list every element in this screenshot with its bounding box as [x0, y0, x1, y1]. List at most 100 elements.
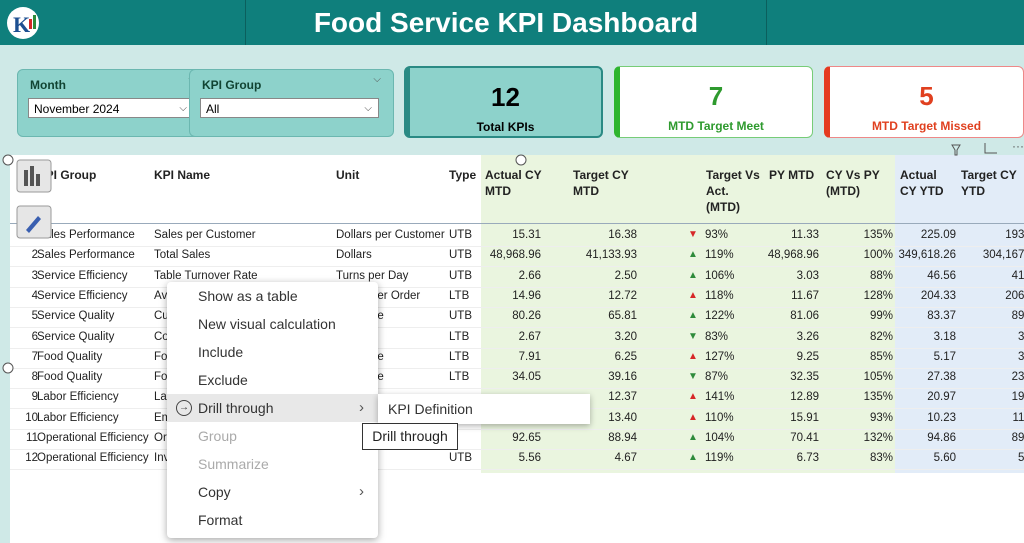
- header-rule: [10, 223, 1024, 224]
- menu-item[interactable]: Show as a table: [167, 282, 378, 310]
- row-rule: [10, 469, 1024, 471]
- table-cell: UTB: [449, 249, 472, 262]
- table-cell: 11.33: [791, 229, 819, 241]
- table-cell: 119%: [705, 249, 734, 262]
- table-cell: 5: [31, 310, 38, 323]
- table-cell: 5.56: [518, 452, 541, 465]
- table-cell: 206.3: [1005, 289, 1024, 302]
- card-value: 7: [708, 81, 724, 111]
- table-cell: 83%: [705, 330, 729, 343]
- status-arrow: ▲: [688, 350, 698, 362]
- slicer-value[interactable]: November 2024 ⌵: [28, 98, 194, 118]
- menu-item[interactable]: Include: [167, 338, 378, 366]
- menu-item[interactable]: New visual calculation: [167, 310, 378, 338]
- card-label: Total KPIs: [476, 120, 535, 134]
- row-rule: [10, 246, 1024, 247]
- menu-item[interactable]: Drill through › →: [167, 394, 378, 422]
- kpi-table[interactable]: KPI Group KPI Name Unit Type Actual CY MTD Ta…: [10, 155, 1024, 543]
- slicer[interactable]: KPI Group All ⌵ ⌵: [189, 69, 394, 137]
- table-cell: 88.94: [608, 432, 637, 444]
- table-cell: Sales per Customer: [154, 229, 256, 241]
- table-cell: 3.9: [1018, 350, 1024, 363]
- table-cell: Fo: [154, 371, 168, 384]
- menu-item[interactable]: Copy ›: [167, 478, 378, 506]
- table-cell: 5.60: [933, 452, 956, 465]
- card-label: MTD Target Meet: [668, 119, 764, 133]
- ytd-band: [895, 155, 1024, 473]
- table-cell: 15.91: [790, 411, 819, 424]
- table-cell: 6: [31, 330, 38, 343]
- table-cell: LTB: [449, 371, 470, 384]
- svg-text:···: ···: [1012, 139, 1024, 153]
- chevron: ⌵: [179, 103, 187, 114]
- table-cell: 10: [25, 411, 38, 424]
- menu-item[interactable]: Format: [167, 506, 378, 534]
- row-rule: [10, 367, 1024, 369]
- table-cell: 204.33: [920, 289, 956, 302]
- table-cell: 15.31: [512, 229, 541, 241]
- table-cell: Service Quality: [37, 330, 115, 343]
- table-cell: 225.09: [920, 229, 956, 241]
- table-cell: 9.25: [796, 350, 819, 363]
- table-cell: La: [154, 391, 167, 404]
- kpi-card: 5 MTD Target Missed: [824, 66, 1024, 138]
- table-cell: 27.38: [927, 371, 956, 384]
- table-cell: 94.86: [927, 432, 956, 444]
- card-value: 5: [919, 81, 934, 111]
- menu-item-text: Summarize: [198, 456, 269, 472]
- table-cell: Labor Efficiency: [37, 391, 119, 404]
- slicer[interactable]: Month November 2024⌵⌵: [17, 69, 209, 137]
- status-arrow: ▲: [688, 411, 698, 423]
- column-header: Unit: [336, 168, 360, 182]
- table-cell: 6.25: [614, 350, 637, 363]
- table-cell: 135%: [863, 391, 893, 404]
- table-cell: 122%: [705, 310, 735, 323]
- table-cell: 119%: [705, 452, 734, 465]
- menu-item-text[interactable]: Exclude: [198, 372, 248, 388]
- table-cell: UTB: [449, 310, 472, 323]
- table-cell: 193.5: [1005, 229, 1024, 241]
- slicer-value[interactable]: All ⌵: [200, 98, 379, 118]
- table-cell: UTB: [449, 229, 472, 241]
- menu-item-text[interactable]: New visual calculation: [198, 316, 336, 332]
- menu-item-text[interactable]: Show as a table: [198, 288, 298, 304]
- table-cell: 135%: [863, 229, 893, 241]
- table-cell: 3.20: [614, 330, 637, 343]
- row-rule: [10, 428, 1024, 430]
- menu-item-text[interactable]: Include: [198, 344, 244, 360]
- menu-item-text[interactable]: Format: [198, 512, 243, 528]
- context-menu: Show as a table New visual calculation Inc…: [167, 282, 378, 538]
- table-cell: 48,968.96: [767, 249, 819, 262]
- table-cell: Turns per Day: [336, 269, 409, 282]
- table-cell: 5.7: [1018, 452, 1024, 465]
- table-cell: Food Quality: [37, 350, 103, 363]
- menu-item-text[interactable]: Copy: [198, 484, 231, 500]
- header-bar: K Food Service KPI Dashboard: [0, 0, 1024, 45]
- slicer-label: Month: [30, 78, 66, 92]
- menu-item: Group: [167, 422, 378, 450]
- table-cell: Service Efficiency: [37, 269, 128, 282]
- menu-item-text[interactable]: Drill through: [198, 400, 274, 416]
- table-cell: Dollars: [336, 249, 372, 262]
- menu-item: Summarize: [167, 450, 378, 478]
- svg-text:K: K: [13, 12, 30, 37]
- table-cell: 83%: [869, 452, 893, 465]
- table-cell: Total Sales: [154, 249, 211, 262]
- table-cell: 7: [31, 350, 38, 363]
- table-cell: Sales Performance: [37, 249, 135, 262]
- table-cell: Food Quality: [37, 371, 103, 384]
- menu-item[interactable]: Exclude: [167, 366, 378, 394]
- table-cell: Sales Performance: [37, 229, 135, 241]
- table-cell: 7.91: [518, 350, 541, 363]
- table-cell: 3.26: [796, 330, 819, 343]
- row-rule: [10, 286, 1024, 288]
- table-cell: 70.41: [790, 432, 819, 444]
- table-cell: 5.17: [933, 350, 956, 363]
- submenu-item[interactable]: KPI Definition: [388, 401, 473, 417]
- table-cell: 132%: [863, 432, 893, 444]
- submenu-chevron: ›: [359, 483, 364, 500]
- table-cell: 12: [25, 452, 38, 465]
- table-cell: 100%: [863, 249, 893, 262]
- table-cell: Service Efficiency: [37, 289, 128, 302]
- table-cell: 104%: [705, 432, 735, 444]
